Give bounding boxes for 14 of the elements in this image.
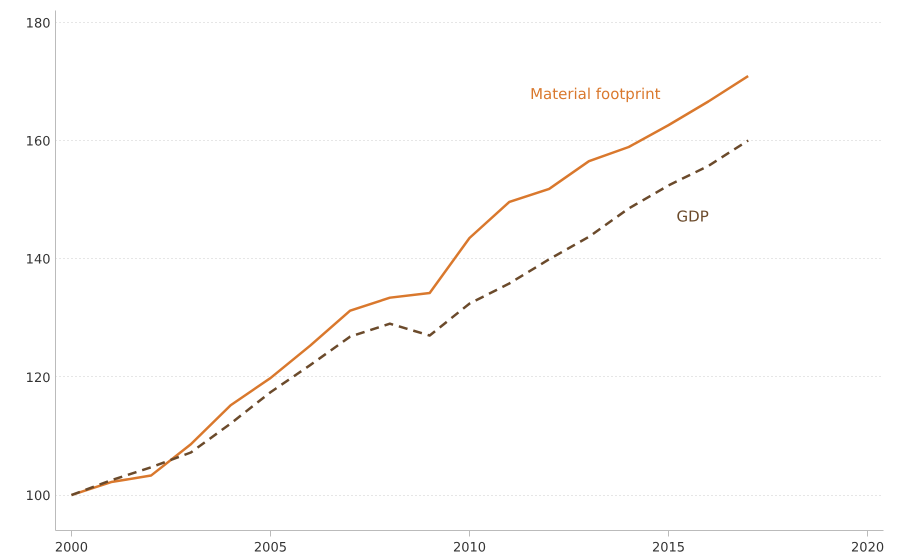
- series-label: Material footprint: [530, 85, 661, 104]
- line-series: [70, 74, 750, 496]
- x-tick-label: 2005: [254, 540, 288, 556]
- y-tick-label: 140: [26, 252, 51, 268]
- x-tick-label: 2015: [652, 540, 686, 556]
- y-tick-label: 180: [26, 16, 51, 32]
- line-series: [70, 139, 750, 496]
- y-tick-label: 160: [26, 134, 51, 150]
- y-tick-label: 120: [26, 370, 51, 386]
- x-tick-label: 2000: [54, 540, 88, 556]
- x-tick-label: 2010: [452, 540, 486, 556]
- y-tick-label: 100: [26, 489, 51, 504]
- x-tick-label: 2020: [851, 540, 884, 556]
- series-label: GDP: [676, 207, 709, 226]
